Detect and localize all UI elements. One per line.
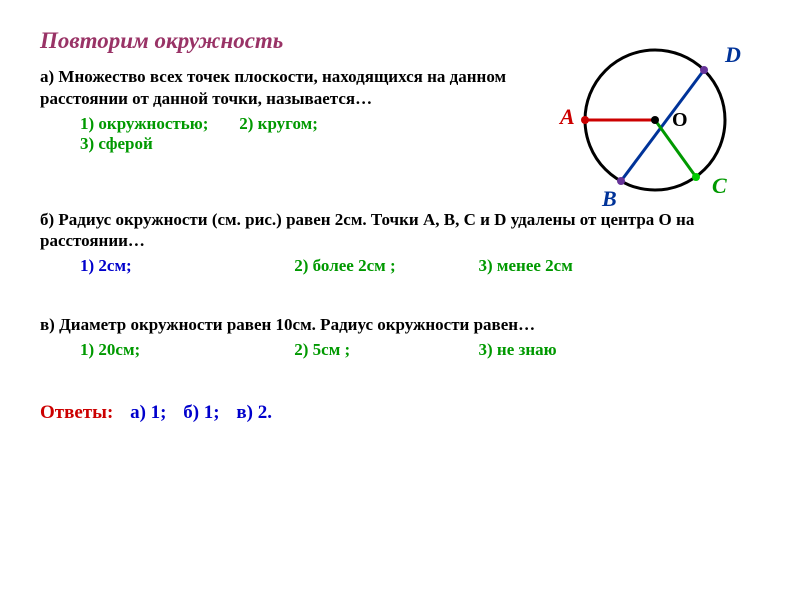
option-c1: 1) 20см; — [80, 340, 290, 360]
label-c: С — [712, 173, 727, 198]
question-a: а) Множество всех точек плоскости, наход… — [40, 66, 520, 154]
option-a1: 1) окружностью; — [80, 114, 235, 134]
answer-b: б) 1; — [183, 402, 219, 423]
question-c-text: в) Диаметр окружности равен 10см. Радиус… — [40, 314, 760, 336]
answers-label: Ответы: — [40, 402, 113, 423]
label-d: D — [724, 42, 741, 67]
label-b: В — [601, 186, 617, 211]
point-o — [651, 116, 659, 124]
label-a: А — [558, 104, 575, 129]
label-o: О — [672, 109, 688, 131]
question-c-options: 1) 20см; 2) 5см ; 3) не знаю — [40, 340, 760, 360]
option-b1: 1) 2см; — [80, 256, 290, 276]
answer-c: в) 2. — [236, 402, 272, 423]
option-a3: 3) сферой — [80, 134, 240, 154]
point-a — [581, 116, 589, 124]
option-a2: 2) кругом; — [239, 114, 379, 134]
answer-a: а) 1; — [130, 402, 166, 423]
question-c: в) Диаметр окружности равен 10см. Радиус… — [40, 314, 760, 360]
option-b3: 3) менее 2см — [479, 256, 639, 276]
point-d — [700, 66, 708, 74]
point-c — [692, 173, 700, 181]
answers-line: Ответы: а) 1; б) 1; в) 2. — [40, 402, 760, 424]
question-a-options: 1) окружностью; 2) кругом; 3) сферой — [40, 114, 520, 154]
option-c3: 3) не знаю — [479, 340, 639, 360]
option-c2: 2) 5см ; — [294, 340, 474, 360]
question-b-options: 1) 2см; 2) более 2см ; 3) менее 2см — [40, 256, 760, 276]
option-b2: 2) более 2см ; — [294, 256, 474, 276]
point-b — [617, 177, 625, 185]
question-a-text: а) Множество всех точек плоскости, наход… — [40, 66, 520, 110]
circle-diagram: А В С D О — [540, 20, 770, 220]
